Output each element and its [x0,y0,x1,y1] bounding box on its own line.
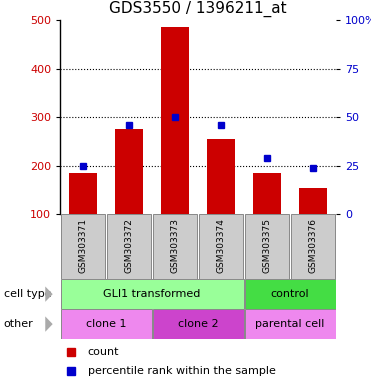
Text: GSM303373: GSM303373 [171,218,180,273]
Bar [69,173,97,214]
Bar [60,279,244,309]
Text: parental cell: parental cell [256,319,325,329]
Text: GSM303374: GSM303374 [217,218,226,273]
Text: GSM303375: GSM303375 [263,218,272,273]
Bar [245,214,289,279]
Bar [199,214,243,279]
Text: control: control [271,289,309,299]
Text: cell type: cell type [4,289,51,299]
Text: clone 2: clone 2 [178,319,219,329]
Bar [61,214,105,279]
Bar [161,27,189,214]
Text: other: other [4,319,33,329]
Title: GDS3550 / 1396211_at: GDS3550 / 1396211_at [109,1,287,17]
Bar [207,139,235,214]
Text: count: count [88,347,119,357]
Bar [244,279,336,309]
Bar [153,214,197,279]
Bar [291,214,335,279]
Text: GSM303371: GSM303371 [79,218,88,273]
Text: GLI1 transformed: GLI1 transformed [104,289,201,299]
Text: GSM303372: GSM303372 [125,218,134,273]
Text: GSM303376: GSM303376 [309,218,318,273]
Bar [253,173,281,214]
Text: percentile rank within the sample: percentile rank within the sample [88,366,276,376]
Bar [244,309,336,339]
Bar [115,129,143,214]
Bar [107,214,151,279]
Bar [60,309,152,339]
Bar [299,187,327,214]
Text: clone 1: clone 1 [86,319,127,329]
Bar [152,309,244,339]
